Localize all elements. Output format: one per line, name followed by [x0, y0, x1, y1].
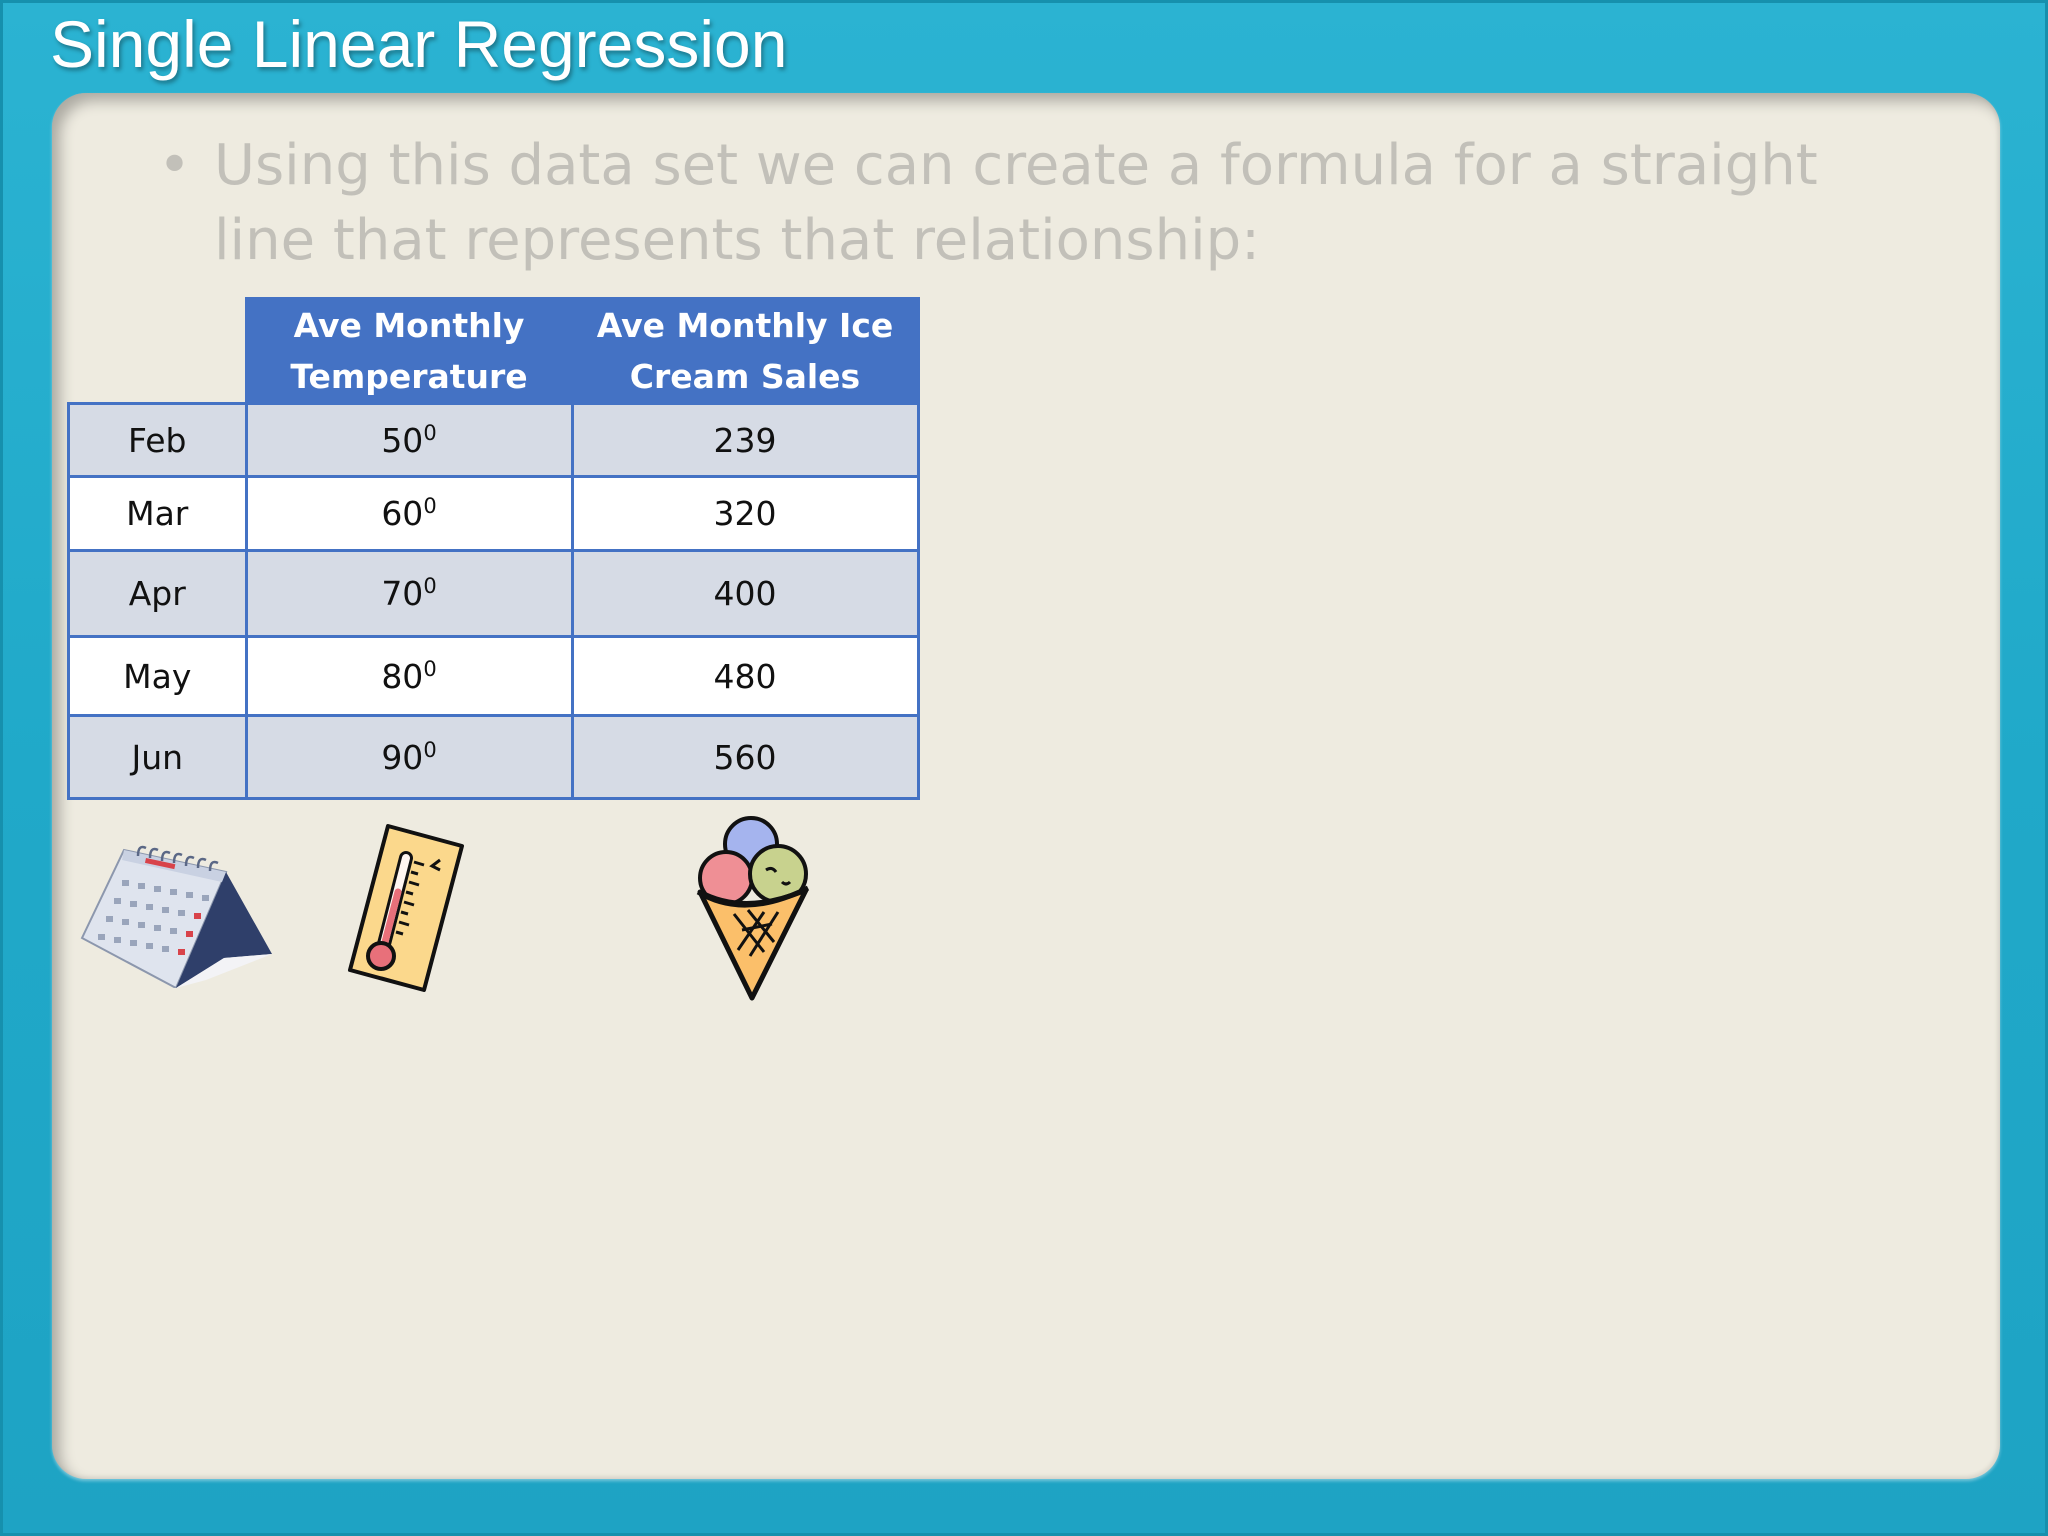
sales-cell: 320 — [570, 475, 920, 552]
month-cell: Mar — [67, 475, 248, 552]
thermometer-icon — [348, 824, 464, 992]
temperature-cell: 800 — [244, 635, 574, 717]
data-table: Ave Monthly Temperature Ave Monthly Ice … — [67, 297, 920, 800]
month-cell: Apr — [67, 549, 248, 638]
table-row: May 800 480 — [67, 635, 920, 717]
degree-symbol: 0 — [423, 574, 437, 598]
temperature-cell: 500 — [244, 402, 574, 478]
slide-title: Single Linear Regression — [50, 7, 788, 81]
temperature-value: 80 — [381, 656, 424, 696]
sales-cell: 239 — [570, 402, 920, 478]
table-header-row: Ave Monthly Temperature Ave Monthly Ice … — [68, 297, 920, 405]
degree-symbol: 0 — [423, 494, 437, 518]
table-row: Jun 900 560 — [67, 714, 920, 800]
header-temperature: Ave Monthly Temperature — [244, 297, 574, 405]
temperature-value: 90 — [381, 737, 424, 777]
temperature-value: 60 — [381, 494, 424, 533]
temperature-cell: 900 — [244, 714, 574, 800]
table-row: Feb 500 239 — [67, 402, 920, 478]
sales-cell: 480 — [570, 635, 920, 717]
degree-symbol: 0 — [423, 656, 437, 681]
table-row: Apr 700 400 — [67, 549, 920, 638]
calendar-icon — [80, 845, 272, 988]
bullet-text: Using this data set we can create a form… — [214, 133, 1818, 273]
table-corner-cell — [68, 298, 248, 405]
month-cell: Jun — [67, 714, 248, 800]
temperature-cell: 700 — [244, 549, 574, 638]
header-ice-cream-sales: Ave Monthly Ice Cream Sales — [570, 297, 920, 405]
month-cell: May — [67, 635, 248, 717]
ice-cream-cone-icon — [696, 816, 810, 1001]
table-row: Mar 600 320 — [67, 475, 920, 552]
temperature-value: 50 — [381, 420, 424, 460]
sales-cell: 560 — [570, 714, 920, 800]
degree-symbol: 0 — [423, 420, 437, 445]
sales-cell: 400 — [570, 549, 920, 638]
degree-symbol: 0 — [423, 737, 437, 762]
temperature-value: 70 — [381, 574, 424, 613]
temperature-cell: 600 — [244, 475, 574, 552]
month-cell: Feb — [67, 402, 248, 478]
bullet-symbol: • — [158, 133, 192, 198]
